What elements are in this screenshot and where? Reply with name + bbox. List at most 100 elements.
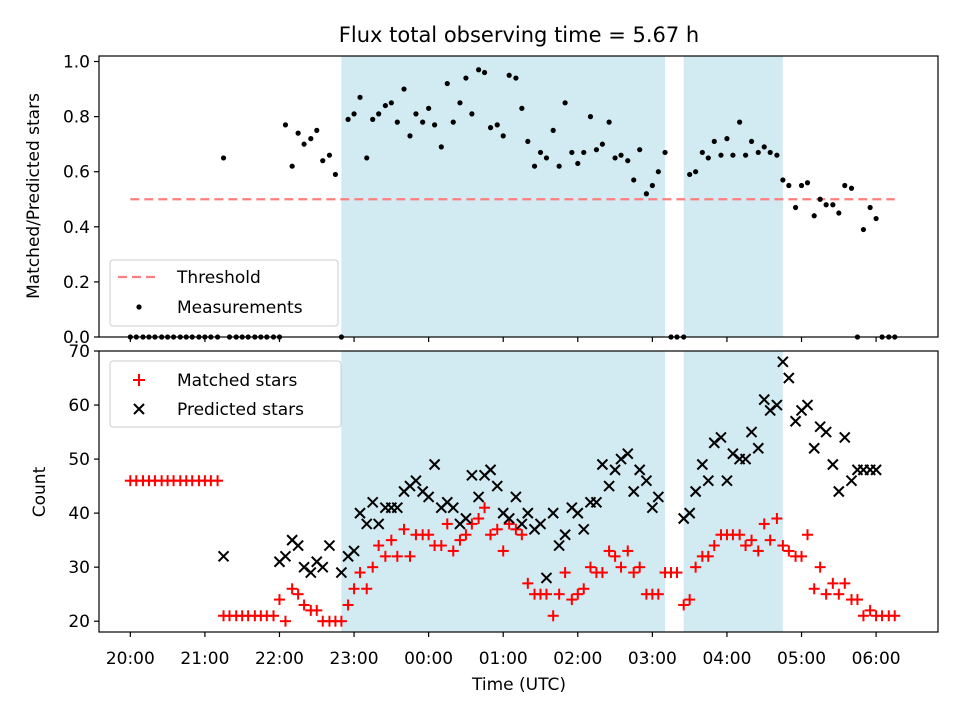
matched-stars-point xyxy=(609,550,621,562)
predicted-stars-point xyxy=(771,399,783,411)
measurement-point xyxy=(643,191,650,197)
matched-stars-point xyxy=(367,561,379,573)
measurement-point xyxy=(817,196,823,202)
matched-stars-point xyxy=(764,534,776,546)
x-tick-label: 00:00 xyxy=(404,649,453,669)
measurement-point xyxy=(531,163,538,169)
matched-stars-point xyxy=(839,577,851,589)
matched-stars-point xyxy=(783,545,795,557)
predicted-stars-point xyxy=(428,458,441,471)
predicted-stars-point xyxy=(447,502,459,514)
measurement-point xyxy=(860,226,867,233)
measurement-point xyxy=(780,177,786,183)
matched-stars-point xyxy=(678,599,690,611)
x-tick-label: 03:00 xyxy=(628,649,677,669)
measurement-point xyxy=(438,144,444,150)
predicted-stars-point xyxy=(801,399,814,411)
matched-stars-point xyxy=(212,475,224,487)
measurement-point xyxy=(662,149,668,156)
measurement-point xyxy=(537,149,544,156)
x-tick-label: 02:00 xyxy=(553,649,602,669)
matched-stars-point xyxy=(746,534,758,546)
matched-stars-point xyxy=(311,604,323,616)
x-tick-label: 01:00 xyxy=(479,649,528,669)
measurement-point xyxy=(804,180,811,186)
matched-stars-point xyxy=(796,550,808,562)
matched-stars-point xyxy=(740,540,752,552)
matched-stars-point xyxy=(752,545,764,557)
measurement-point xyxy=(612,155,618,161)
observing-window-1 xyxy=(683,56,783,337)
matched-stars-point xyxy=(503,518,515,530)
bottom-y-axis-ticks: 20 30 40 50 60 70 xyxy=(68,342,99,632)
predicted-stars-point xyxy=(391,502,404,514)
measurement-point xyxy=(836,210,842,216)
y-tick-label: 20 xyxy=(68,612,90,632)
matched-stars-point xyxy=(814,561,826,573)
matched-stars-point xyxy=(385,534,397,546)
measurement-point xyxy=(606,119,612,125)
matched-stars-point xyxy=(497,545,509,557)
measurement-point xyxy=(811,213,817,219)
measurement-point xyxy=(575,160,581,167)
measurement-point xyxy=(867,204,873,211)
measurement-point xyxy=(326,152,333,158)
measurement-point xyxy=(308,136,314,142)
measurement-point xyxy=(593,147,600,153)
matched-stars-point xyxy=(491,523,503,535)
predicted-stars-point xyxy=(628,485,640,498)
matched-stars-point xyxy=(827,577,839,589)
matched-stars-point xyxy=(354,567,366,579)
measurement-point xyxy=(718,152,724,158)
measurement-point xyxy=(469,111,475,117)
measurement-point xyxy=(487,125,494,131)
predicted-stars-point xyxy=(354,507,366,519)
matched-stars-point xyxy=(479,502,491,514)
predicted-stars-point xyxy=(839,431,851,444)
measurement-point xyxy=(786,182,792,189)
x-tick-label: 05:00 xyxy=(777,649,826,669)
matched-stars-point xyxy=(758,518,770,530)
measurement-point xyxy=(792,204,799,211)
measurement-point xyxy=(394,119,400,125)
matched-stars-point xyxy=(596,567,608,579)
measurement-point xyxy=(282,122,289,128)
predicted-stars-point xyxy=(609,464,621,476)
measurement-point xyxy=(587,114,594,120)
matched-stars-point xyxy=(566,594,578,606)
matched-stars-point xyxy=(466,518,478,530)
top-observing-windows xyxy=(341,56,783,337)
measurement-point xyxy=(830,202,836,208)
measurement-point xyxy=(693,169,699,175)
y-tick-label: 70 xyxy=(68,342,90,362)
legend-threshold-label: Threshold xyxy=(176,268,261,288)
matched-stars-point xyxy=(298,599,310,611)
x-tick-label: 20:00 xyxy=(106,649,155,669)
matched-stars-point xyxy=(273,594,285,606)
top-panel: 0.0 0.2 0.4 0.6 0.8 1.0 Matched/Predicted sta… xyxy=(24,53,939,348)
measurement-point xyxy=(519,105,525,111)
measurement-point xyxy=(513,75,519,81)
matched-stars-point xyxy=(540,588,552,600)
matched-stars-point xyxy=(889,610,901,622)
measurement-point xyxy=(637,147,643,153)
top-plot-frame xyxy=(98,55,939,338)
predicted-stars-point xyxy=(491,480,503,492)
legend-predicted-swatch xyxy=(133,403,145,415)
predicted-stars-point xyxy=(572,507,584,519)
predicted-stars-point xyxy=(715,431,727,444)
predicted-stars-point xyxy=(323,539,336,552)
matched-stars-point xyxy=(286,583,298,595)
matched-stars-point xyxy=(391,550,403,562)
legend-predicted-label: Predicted stars xyxy=(177,400,304,420)
predicted-stars-point xyxy=(745,426,758,438)
measurement-point xyxy=(798,182,805,189)
matched-stars-point xyxy=(485,529,497,541)
matched-stars-point xyxy=(516,529,528,541)
x-axis-label: Time (UTC) xyxy=(471,675,566,695)
x-tick-label: 22:00 xyxy=(255,649,304,669)
matched-stars-point xyxy=(634,561,646,573)
measurement-point xyxy=(444,80,450,87)
measurement-point xyxy=(687,171,693,178)
x-tick-label: 23:00 xyxy=(330,649,379,669)
